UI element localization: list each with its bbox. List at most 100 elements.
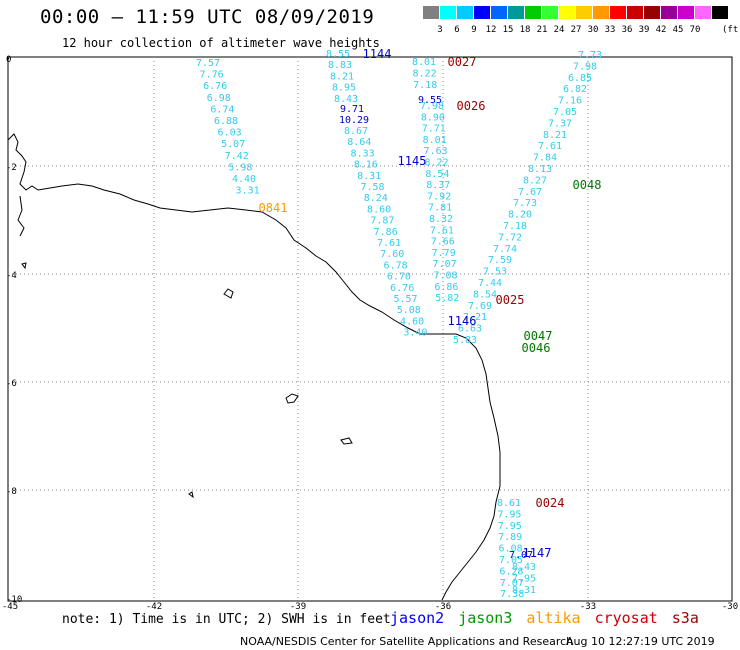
legend-tick-label: 45 [672,25,684,35]
legend-swatch [423,6,439,19]
map-subtitle: 12 hour collection of altimeter wave hei… [62,36,380,50]
wave-height-value: 7.42 [225,151,249,162]
wave-height-value: 8.60 [367,204,391,215]
wave-height-value: 8.67 [344,126,368,137]
wave-height-value: 7.07 [433,259,457,270]
satellite-name: cryosat [594,609,658,627]
wave-height-value: 6.76 [390,283,414,294]
wave-height-value: 6.63 [458,324,482,335]
wave-height-value: 8.01 [412,57,436,68]
wave-height-value: 7.53 [483,267,507,278]
lon-tick-label: -33 [580,602,596,612]
axis-labels: 0 -2 -4 -6 -8 -10-45 -42 -39 -36 -33 -30 [2,55,738,612]
legend-swatch [491,6,507,19]
legend-swatch [661,6,677,19]
wave-height-value: 7.71 [422,124,446,135]
pass-time-label: 0046 [522,341,551,355]
wave-height-value: 8.37 [426,180,450,191]
wave-height-value: 7.74 [493,244,517,255]
wave-height-value: 6.88 [214,116,238,127]
wave-height-value: 7.95 [497,509,521,520]
wave-height-value: 7.95 [498,521,522,532]
satellite-name: altika [526,609,581,627]
legend-tick-label: 30 [587,25,599,35]
legend-tick-label: 15 [502,25,514,35]
wave-height-value: 8.43 [512,562,536,573]
wave-height-value: 3.31 [236,186,260,197]
lat-tick-label: -6 [6,379,17,389]
wave-height-value: 5.08 [397,305,421,316]
wave-height-value: 8.20 [508,210,532,221]
legend-swatch [474,6,490,19]
wave-height-value: 7.61 [538,141,562,152]
legend-tick-label: 21 [536,25,548,35]
wave-height-value: 7.98 [420,101,444,112]
wave-height-value: 7.21 [463,312,487,323]
legend-swatch [627,6,643,19]
wave-height-value: 10.29 [339,115,369,126]
wave-height-value: 6.70 [387,272,411,283]
wave-height-value: 7.98 [573,61,597,72]
wave-height-value: 5.57 [393,294,417,305]
wave-height-value: 7.69 [468,301,492,312]
lon-tick-label: -42 [146,602,162,612]
wave-height-value: 8.54 [425,169,449,180]
island-3 [340,437,353,445]
wave-height-value: 8.95 [332,83,356,94]
legend-swatch [644,6,660,19]
island-4 [188,491,194,499]
legend-swatch [576,6,592,19]
pass-time-label: 0025 [496,293,525,307]
wave-height-value: 8.90 [421,112,445,123]
pass-time-label: 0841 [259,201,288,215]
wave-height-value: 8.21 [543,130,567,141]
pass-time-label: 1145 [398,154,427,168]
wave-height-value: 7.37 [548,118,572,129]
pass-time-label: 0048 [573,178,602,192]
map-title: 00:00 – 11:59 UTC 08/09/2019 [40,6,375,28]
generated-timestamp: Aug 10 12:27:19 UTC 2019 [566,635,715,648]
legend-swatch [559,6,575,19]
wave-height-value: 6.08 [499,544,523,555]
wave-height-value: 8.64 [347,137,371,148]
wave-height-value: 7.61 [430,225,454,236]
wave-height-value: 7.38 [500,589,524,600]
lon-tick-label: -30 [722,602,738,612]
wave-height-value: 8.24 [364,193,388,204]
wave-height-value: 7.86 [374,227,398,238]
lon-tick-label: -45 [2,602,18,612]
legend-swatch [525,6,541,19]
map-frame [7,56,733,602]
island-5 [21,262,27,270]
wave-height-value: 6.85 [568,73,592,84]
wave-height-value: 7.60 [380,249,404,260]
wave-height-value: 7.18 [503,221,527,232]
wave-height-value: 6.98 [207,93,231,104]
legend-swatch [440,6,456,19]
footer-note: note: 1) Time is in UTC; 2) SWH is in fe… [62,612,391,627]
wave-height-value: 7.05 [553,107,577,118]
pass-time-label: 1146 [448,314,477,328]
wave-height-value: 6.74 [210,104,234,115]
legend-swatch [712,6,728,19]
wave-height-value: 8.21 [330,71,354,82]
wave-height-value: 6.03 [218,128,242,139]
wave-height-value: 7.08 [433,271,457,282]
wave-height-value: 7.57 [196,58,220,69]
wave-height-value: 8.55 [326,49,350,60]
wave-height-value: 7.05 [499,555,523,566]
legend-tick-label: 36 [621,25,633,35]
coastline-north [7,133,39,237]
lon-tick-label: -36 [435,602,451,612]
legend-tick-label: 6 [454,25,460,35]
wave-height-value: 8.33 [351,148,375,159]
wave-height-value: 7.16 [558,96,582,107]
wave-height-value: 6.78 [384,260,408,271]
island-1 [223,288,234,299]
wave-height-value: 7.79 [432,248,456,259]
wave-height-value: 7.63 [424,146,448,157]
wave-height-value: 6.86 [434,282,458,293]
wave-height-value: 7.59 [488,255,512,266]
lat-tick-label: -10 [6,595,22,605]
pass-time-label: 1147 [523,546,552,560]
